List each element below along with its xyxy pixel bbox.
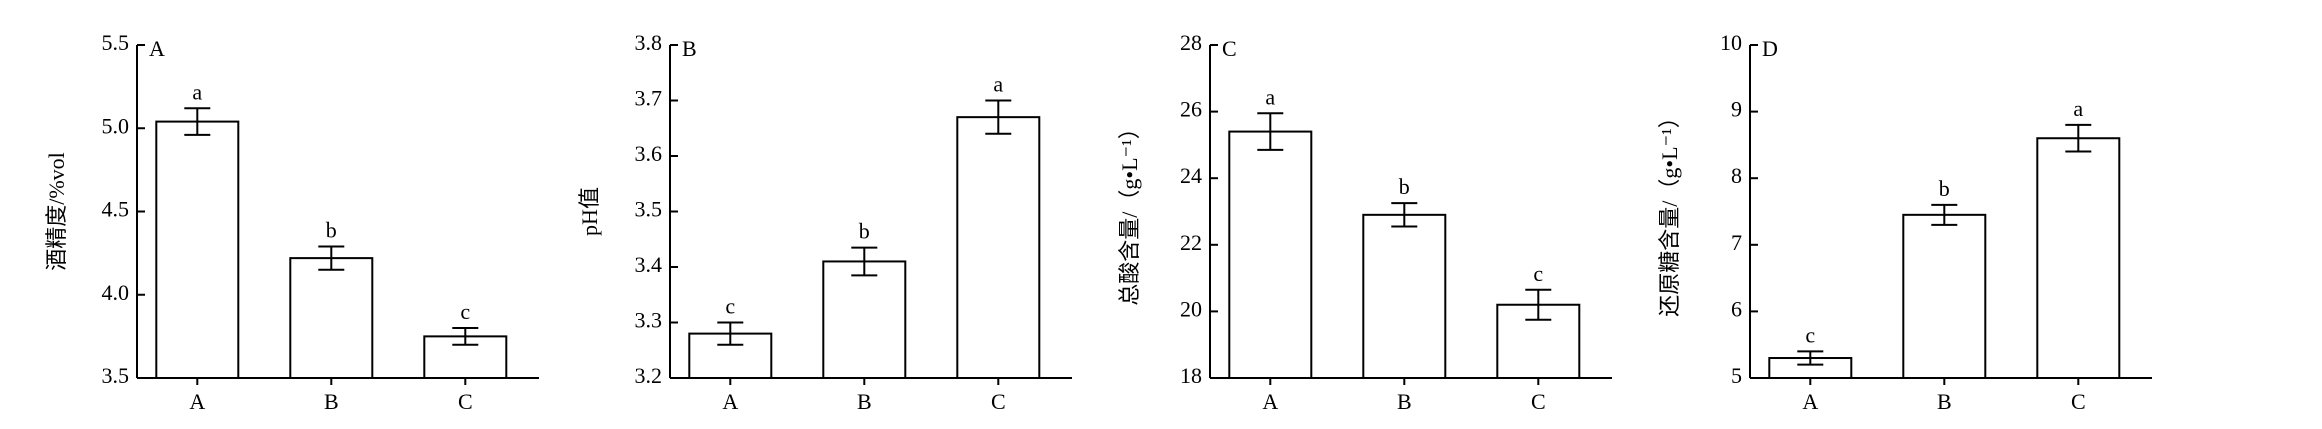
- y-tick-label: 3.5: [635, 197, 663, 222]
- y-tick-label: 3.5: [102, 363, 130, 388]
- panel-label: B: [682, 36, 697, 61]
- x-tick-label: C: [991, 389, 1006, 414]
- bar: [2036, 137, 2121, 379]
- error-bar: [452, 327, 479, 346]
- y-tick-label: 3.2: [635, 363, 663, 388]
- significance-letter: b: [859, 219, 870, 244]
- significance-letter: a: [1265, 84, 1275, 109]
- y-tick-label: 24: [1180, 163, 1202, 188]
- y-axis-label: 还原糖含量/（g•L⁻¹）: [1657, 106, 1682, 316]
- y-tick-label: 20: [1180, 296, 1202, 321]
- y-tick-label: 3.7: [635, 86, 663, 111]
- error-bar: [1931, 203, 1958, 226]
- x-tick-label: C: [2071, 389, 2086, 414]
- y-tick-label: 5.5: [102, 30, 130, 55]
- x-tick-label: B: [1397, 389, 1412, 414]
- significance-letter: b: [1399, 174, 1410, 199]
- y-axis-label: pH值: [577, 187, 602, 236]
- panel-label: D: [1762, 36, 1778, 61]
- bar: [155, 120, 240, 379]
- y-tick-label: 26: [1180, 97, 1202, 122]
- y-tick-label: 5: [1731, 363, 1742, 388]
- x-tick-label: B: [857, 389, 872, 414]
- y-tick-label: 7: [1731, 230, 1742, 255]
- bar: [956, 116, 1041, 380]
- y-tick-label: 3.8: [635, 30, 663, 55]
- bar: [1362, 213, 1447, 379]
- x-tick-label: A: [1262, 389, 1278, 414]
- significance-letter: c: [1533, 261, 1543, 286]
- error-bar: [717, 321, 744, 346]
- bar: [289, 257, 374, 379]
- significance-letter: c: [1805, 322, 1815, 347]
- y-tick-label: 4.0: [102, 280, 130, 305]
- x-tick-label: A: [189, 389, 205, 414]
- significance-letter: c: [460, 299, 470, 324]
- y-tick-label: 6: [1731, 296, 1742, 321]
- x-tick-label: B: [1937, 389, 1952, 414]
- significance-letter: a: [192, 79, 202, 104]
- panel-label: C: [1222, 36, 1237, 61]
- bar: [1902, 213, 1987, 379]
- bar: [822, 260, 907, 380]
- significance-letter: b: [1939, 176, 1950, 201]
- panel-label: A: [149, 36, 165, 61]
- x-tick-label: C: [458, 389, 473, 414]
- error-bar: [1257, 112, 1284, 151]
- y-tick-label: 18: [1180, 363, 1202, 388]
- bar: [423, 335, 508, 379]
- error-bar: [184, 107, 211, 136]
- y-tick-label: 5.0: [102, 113, 130, 138]
- y-axis-label: 总酸含量/（g•L⁻¹）: [1117, 117, 1142, 305]
- y-tick-label: 4.5: [102, 197, 130, 222]
- x-tick-label: C: [1531, 389, 1546, 414]
- significance-letter: a: [2073, 96, 2083, 121]
- bar: [1228, 130, 1313, 379]
- y-tick-label: 28: [1180, 30, 1202, 55]
- x-tick-label: A: [722, 389, 738, 414]
- y-axis-label: 酒精度/%vol: [44, 152, 69, 271]
- error-bar: [2065, 123, 2092, 153]
- x-tick-label: A: [1802, 389, 1818, 414]
- x-tick-label: B: [324, 389, 339, 414]
- y-tick-label: 22: [1180, 230, 1202, 255]
- y-tick-label: 10: [1720, 30, 1742, 55]
- y-tick-label: 3.6: [635, 141, 663, 166]
- error-bar: [1391, 202, 1418, 228]
- y-tick-label: 3.4: [635, 252, 663, 277]
- y-tick-label: 8: [1731, 163, 1742, 188]
- y-tick-label: 3.3: [635, 308, 663, 333]
- significance-letter: a: [993, 72, 1003, 97]
- significance-letter: c: [725, 294, 735, 319]
- error-bar: [1525, 288, 1552, 321]
- significance-letter: b: [326, 218, 337, 243]
- error-bar: [985, 99, 1012, 135]
- y-tick-label: 9: [1731, 97, 1742, 122]
- error-bar: [1797, 350, 1824, 366]
- error-bar: [318, 245, 345, 271]
- error-bar: [851, 246, 878, 277]
